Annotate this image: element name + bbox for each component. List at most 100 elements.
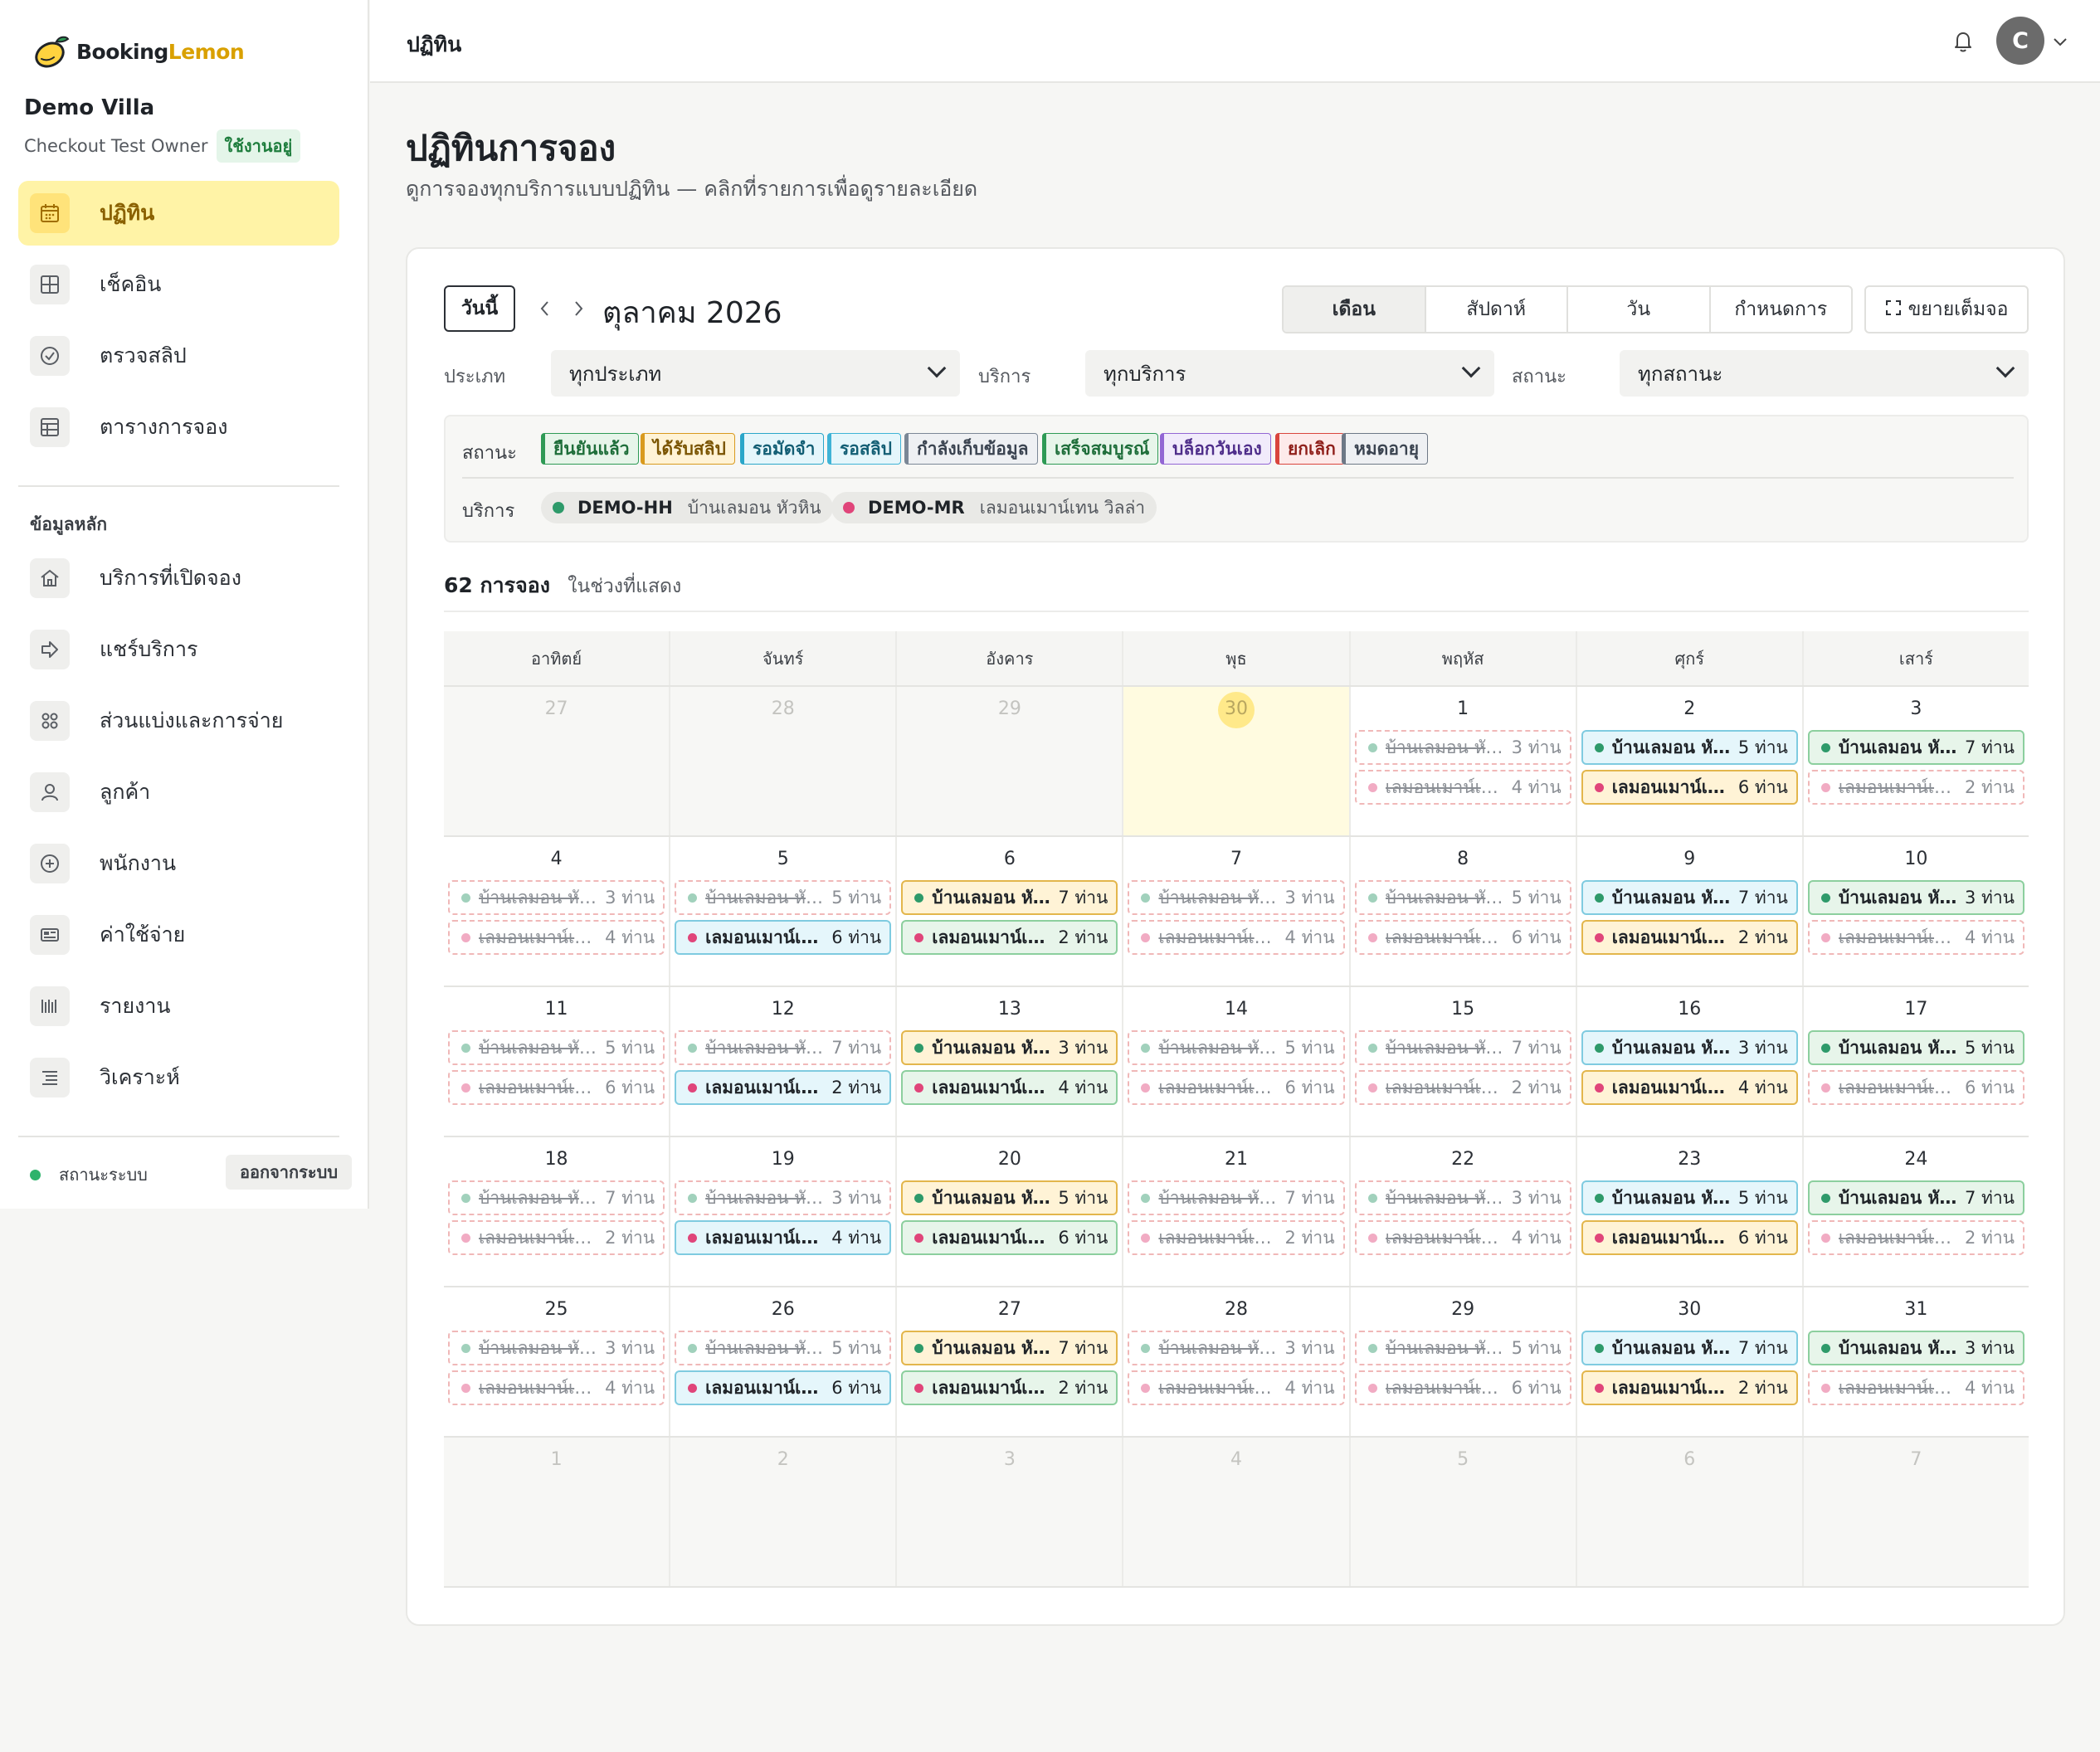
sidebar-item-customers[interactable]: ลูกค้า (18, 760, 339, 825)
calendar-day-cell[interactable]: 10 บ้านเลมอน หัว... 3 ท่าน เลมอนเมาน์เท... 4… (1803, 837, 2029, 986)
sidebar-item-analytics[interactable]: วิเคราะห์ (18, 1045, 339, 1110)
calendar-day-cell[interactable]: 29 (897, 687, 1124, 835)
chevron-right-icon[interactable] (567, 292, 592, 325)
tab-day[interactable]: วัน (1568, 287, 1711, 332)
booking-event[interactable]: บ้านเลมอน หัว... 3 ท่าน (448, 1331, 665, 1365)
booking-event[interactable]: บ้านเลมอน หัว... 5 ท่าน (1354, 1331, 1571, 1365)
booking-event[interactable]: บ้านเลมอน หัว... 5 ท่าน (448, 1030, 665, 1065)
calendar-day-cell[interactable]: 30 บ้านเลมอน หัว... 7 ท่าน เลมอนเมาน์เท... 2… (1576, 1287, 1804, 1436)
booking-event[interactable]: บ้านเลมอน หัว... 3 ท่าน (1128, 880, 1345, 915)
booking-event[interactable]: เลมอนเมาน์เท... 4 ท่าน (448, 920, 665, 955)
sidebar-item-share-service[interactable]: แชร์บริการ (18, 617, 339, 682)
calendar-day-cell[interactable]: 30 (1123, 687, 1351, 835)
booking-event[interactable]: บ้านเลมอน หัว... 5 ท่าน (901, 1180, 1118, 1215)
booking-event[interactable]: เลมอนเมาน์เท... 4 ท่าน (1807, 1370, 2024, 1405)
calendar-day-cell[interactable]: 23 บ้านเลมอน หัว... 5 ท่าน เลมอนเมาน์เท... 6… (1576, 1137, 1804, 1286)
calendar-day-cell[interactable]: 2 บ้านเลมอน หัว... 5 ท่าน เลมอนเมาน์เท... 6 … (1576, 687, 1804, 835)
sidebar-item-calendar[interactable]: ปฏิทิน (18, 181, 339, 246)
booking-event[interactable]: เลมอนเมาน์เท... 4 ท่าน (1807, 920, 2024, 955)
booking-event[interactable]: บ้านเลมอน หัว... 5 ท่าน (1354, 880, 1571, 915)
booking-event[interactable]: บ้านเลมอน หัว... 5 ท่าน (1581, 730, 1798, 765)
booking-event[interactable]: บ้านเลมอน หัว... 7 ท่าน (901, 880, 1118, 915)
booking-event[interactable]: เลมอนเมาน์เท... 6 ท่าน (1128, 1070, 1345, 1105)
booking-event[interactable]: บ้านเลมอน หัว... 7 ท่าน (1581, 880, 1798, 915)
booking-event[interactable]: บ้านเลมอน หัว... 3 ท่าน (1807, 1331, 2024, 1365)
calendar-day-cell[interactable]: 1 (444, 1438, 671, 1586)
booking-event[interactable]: บ้านเลมอน หัว... 5 ท่าน (675, 880, 892, 915)
booking-event[interactable]: บ้านเลมอน หัว... 7 ท่าน (1354, 1030, 1571, 1065)
calendar-day-cell[interactable]: 27 บ้านเลมอน หัว... 7 ท่าน เลมอนเมาน์เท... 2… (897, 1287, 1124, 1436)
booking-event[interactable]: เลมอนเมาน์เท... 4 ท่าน (448, 1370, 665, 1405)
calendar-day-cell[interactable]: 3 บ้านเลมอน หัว... 7 ท่าน เลมอนเมาน์เท... 2 … (1803, 687, 2029, 835)
calendar-day-cell[interactable]: 29 บ้านเลมอน หัว... 5 ท่าน เลมอนเมาน์เท... 6… (1350, 1287, 1577, 1436)
sidebar-item-staff[interactable]: พนักงาน (18, 831, 339, 896)
booking-event[interactable]: บ้านเลมอน หัว... 5 ท่าน (1581, 1180, 1798, 1215)
booking-event[interactable]: เลมอนเมาน์เท... 4 ท่าน (1581, 1070, 1798, 1105)
calendar-day-cell[interactable]: 28 บ้านเลมอน หัว... 3 ท่าน เลมอนเมาน์เท... 4… (1123, 1287, 1351, 1436)
calendar-day-cell[interactable]: 5 (1350, 1438, 1577, 1586)
calendar-day-cell[interactable]: 7 (1803, 1438, 2029, 1586)
booking-event[interactable]: เลมอนเมาน์เท... 4 ท่าน (1128, 1370, 1345, 1405)
booking-event[interactable]: เลมอนเมาน์เท... 2 ท่าน (448, 1220, 665, 1255)
booking-event[interactable]: เลมอนเมาน์เท... 6 ท่าน (675, 1370, 892, 1405)
avatar[interactable]: C (1996, 17, 2044, 65)
status-chip[interactable]: หมดอายุ (1342, 433, 1429, 465)
sidebar-item-verify-slip[interactable]: ตรวจสลิป (18, 324, 339, 388)
service-select[interactable]: ทุกบริการ (1085, 350, 1494, 397)
booking-event[interactable]: บ้านเลมอน หัว... 7 ท่าน (448, 1180, 665, 1215)
booking-event[interactable]: บ้านเลมอน หัว... 3 ท่าน (1354, 1180, 1571, 1215)
service-chip-demo-hh[interactable]: DEMO-HH บ้านเลมอน หัวหิน (541, 492, 833, 523)
booking-event[interactable]: เลมอนเมาน์เท... 2 ท่าน (1581, 1370, 1798, 1405)
booking-event[interactable]: บ้านเลมอน หัว... 7 ท่าน (1807, 1180, 2024, 1215)
booking-event[interactable]: เลมอนเมาน์เท... 2 ท่าน (1354, 1070, 1571, 1105)
calendar-day-cell[interactable]: 22 บ้านเลมอน หัว... 3 ท่าน เลมอนเมาน์เท... 4… (1350, 1137, 1577, 1286)
booking-event[interactable]: เลมอนเมาน์เท... 2 ท่าน (1807, 1220, 2024, 1255)
booking-event[interactable]: เลมอนเมาน์เท... 2 ท่าน (675, 1070, 892, 1105)
calendar-day-cell[interactable]: 11 บ้านเลมอน หัว... 5 ท่าน เลมอนเมาน์เท... 6… (444, 987, 671, 1136)
booking-event[interactable]: เลมอนเมาน์เท... 6 ท่าน (1807, 1070, 2024, 1105)
sidebar-item-revenue-share[interactable]: ส่วนแบ่งและการจ่าย (18, 689, 339, 753)
type-select[interactable]: ทุกประเภท (551, 350, 960, 397)
fullscreen-button[interactable]: ขยายเต็มจอ (1864, 285, 2029, 333)
calendar-day-cell[interactable]: 25 บ้านเลมอน หัว... 3 ท่าน เลมอนเมาน์เท... 4… (444, 1287, 671, 1436)
status-chip[interactable]: บล็อกวันเอง (1160, 433, 1271, 465)
calendar-day-cell[interactable]: 15 บ้านเลมอน หัว... 7 ท่าน เลมอนเมาน์เท... 2… (1350, 987, 1577, 1136)
tab-agenda[interactable]: กำหนดการ (1734, 299, 1828, 320)
chevron-down-icon[interactable] (2053, 32, 2068, 51)
calendar-day-cell[interactable]: 9 บ้านเลมอน หัว... 7 ท่าน เลมอนเมาน์เท... 2 … (1576, 837, 1804, 986)
chevron-left-icon[interactable] (532, 292, 557, 325)
booking-event[interactable]: เลมอนเมาน์เท... 4 ท่าน (1354, 1220, 1571, 1255)
logout-button[interactable]: ออกจากระบบ (226, 1155, 352, 1190)
booking-event[interactable]: บ้านเลมอน หัว... 5 ท่าน (675, 1331, 892, 1365)
booking-event[interactable]: เลมอนเมาน์เท... 2 ท่าน (1807, 770, 2024, 805)
calendar-day-cell[interactable]: 17 บ้านเลมอน หัว... 5 ท่าน เลมอนเมาน์เท... 6… (1803, 987, 2029, 1136)
booking-event[interactable]: บ้านเลมอน หัว... 3 ท่าน (901, 1030, 1118, 1065)
booking-event[interactable]: บ้านเลมอน หัว... 7 ท่าน (1581, 1331, 1798, 1365)
calendar-day-cell[interactable]: 5 บ้านเลมอน หัว... 5 ท่าน เลมอนเมาน์เท... 6 … (670, 837, 898, 986)
calendar-day-cell[interactable]: 13 บ้านเลมอน หัว... 3 ท่าน เลมอนเมาน์เท... 4… (897, 987, 1124, 1136)
calendar-day-cell[interactable]: 26 บ้านเลมอน หัว... 5 ท่าน เลมอนเมาน์เท... 6… (670, 1287, 898, 1436)
sidebar-item-booking-table[interactable]: ตารางการจอง (18, 395, 339, 460)
booking-event[interactable]: บ้านเลมอน หัว... 7 ท่าน (1807, 730, 2024, 765)
booking-event[interactable]: เลมอนเมาน์เท... 4 ท่าน (675, 1220, 892, 1255)
bell-icon[interactable] (1947, 25, 1980, 58)
booking-event[interactable]: บ้านเลมอน หัว... 3 ท่าน (448, 880, 665, 915)
booking-event[interactable]: เลมอนเมาน์เท... 6 ท่าน (1354, 920, 1571, 955)
calendar-day-cell[interactable]: 28 (670, 687, 898, 835)
sidebar-item-checkin[interactable]: เช็คอิน (18, 252, 339, 317)
calendar-day-cell[interactable]: 19 บ้านเลมอน หัว... 3 ท่าน เลมอนเมาน์เท... 4… (670, 1137, 898, 1286)
calendar-day-cell[interactable]: 6 บ้านเลมอน หัว... 7 ท่าน เลมอนเมาน์เท... 2 … (897, 837, 1124, 986)
system-status[interactable]: สถานะระบบ (30, 1161, 148, 1188)
booking-event[interactable]: บ้านเลมอน หัว... 7 ท่าน (901, 1331, 1118, 1365)
booking-event[interactable]: เลมอนเมาน์เท... 6 ท่าน (1354, 1370, 1571, 1405)
status-chip[interactable]: รอสลิป (827, 433, 901, 465)
booking-event[interactable]: บ้านเลมอน หัว... 5 ท่าน (1807, 1030, 2024, 1065)
booking-event[interactable]: เลมอนเมาน์เท... 4 ท่าน (1128, 920, 1345, 955)
tab-week[interactable]: สัปดาห์ (1426, 287, 1568, 332)
booking-event[interactable]: เลมอนเมาน์เท... 2 ท่าน (901, 920, 1118, 955)
calendar-day-cell[interactable]: 18 บ้านเลมอน หัว... 7 ท่าน เลมอนเมาน์เท... 2… (444, 1137, 671, 1286)
status-chip[interactable]: ยกเลิก (1275, 433, 1345, 465)
calendar-day-cell[interactable]: 24 บ้านเลมอน หัว... 7 ท่าน เลมอนเมาน์เท... 2… (1803, 1137, 2029, 1286)
booking-event[interactable]: เลมอนเมาน์เท... 2 ท่าน (1581, 920, 1798, 955)
calendar-day-cell[interactable]: 20 บ้านเลมอน หัว... 5 ท่าน เลมอนเมาน์เท... 6… (897, 1137, 1124, 1286)
